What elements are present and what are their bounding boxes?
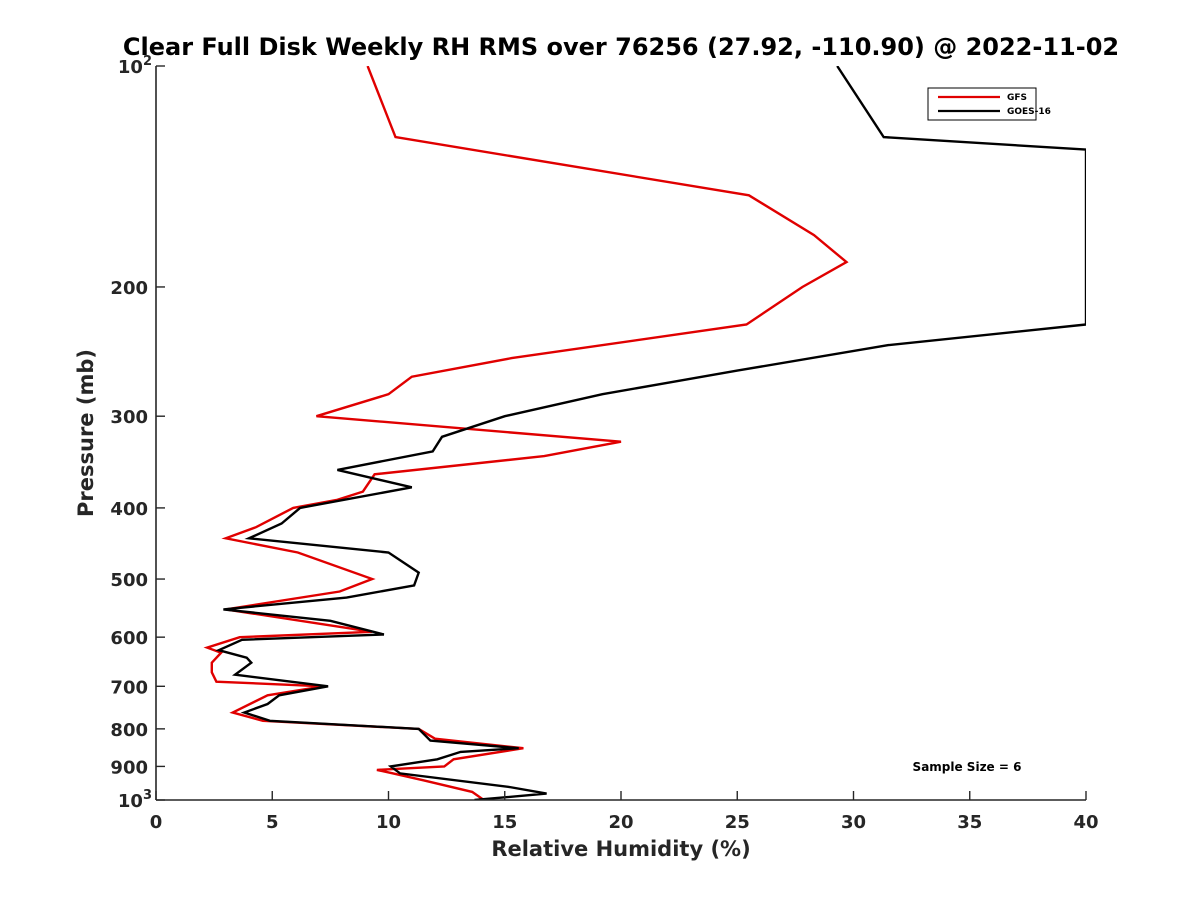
y-tick-label: 700: [110, 677, 148, 698]
axes-layer: 0 5 10 15 20 25 30 35 40 102 200 300 400 500 600 700 800…: [110, 54, 1098, 833]
legend-box: [927, 87, 1037, 121]
sample-size-annotation: Sample Size = 6: [913, 760, 1022, 774]
y-tick-label: 200: [110, 278, 148, 299]
x-tick-label: 35: [957, 812, 982, 833]
chart-title: Clear Full Disk Weekly RH RMS over 76256…: [123, 33, 1119, 61]
series-layer: [203, 66, 1086, 800]
x-tick-label: 0: [150, 812, 163, 833]
series-line-goes16: [215, 66, 1086, 800]
legend-label-gfs: GFS: [1007, 93, 1027, 103]
x-tick-label: 15: [492, 812, 517, 833]
y-axis-label: Pressure (mb): [74, 349, 98, 517]
x-tick-label: 25: [725, 812, 750, 833]
x-tick-label: 20: [608, 812, 633, 833]
x-tick-label: 30: [841, 812, 866, 833]
y-tick-label: 400: [110, 499, 148, 520]
y-tick-label: 103: [118, 788, 152, 812]
y-tick-label: 800: [110, 720, 148, 741]
y-tick-label: 600: [110, 628, 148, 649]
y-tick-label: 300: [110, 407, 148, 428]
y-tick-label: 900: [110, 757, 148, 778]
legend: GFS GOES-16: [927, 87, 1051, 121]
x-tick-label: 5: [266, 812, 279, 833]
y-tick-label: 102: [118, 54, 152, 78]
plot-area: [156, 66, 1086, 800]
x-tick-label: 40: [1073, 812, 1098, 833]
legend-label-goes16: GOES-16: [1007, 107, 1051, 117]
x-axis-label: Relative Humidity (%): [491, 837, 750, 861]
y-tick-label: 500: [110, 570, 148, 591]
x-tick-label: 10: [376, 812, 401, 833]
